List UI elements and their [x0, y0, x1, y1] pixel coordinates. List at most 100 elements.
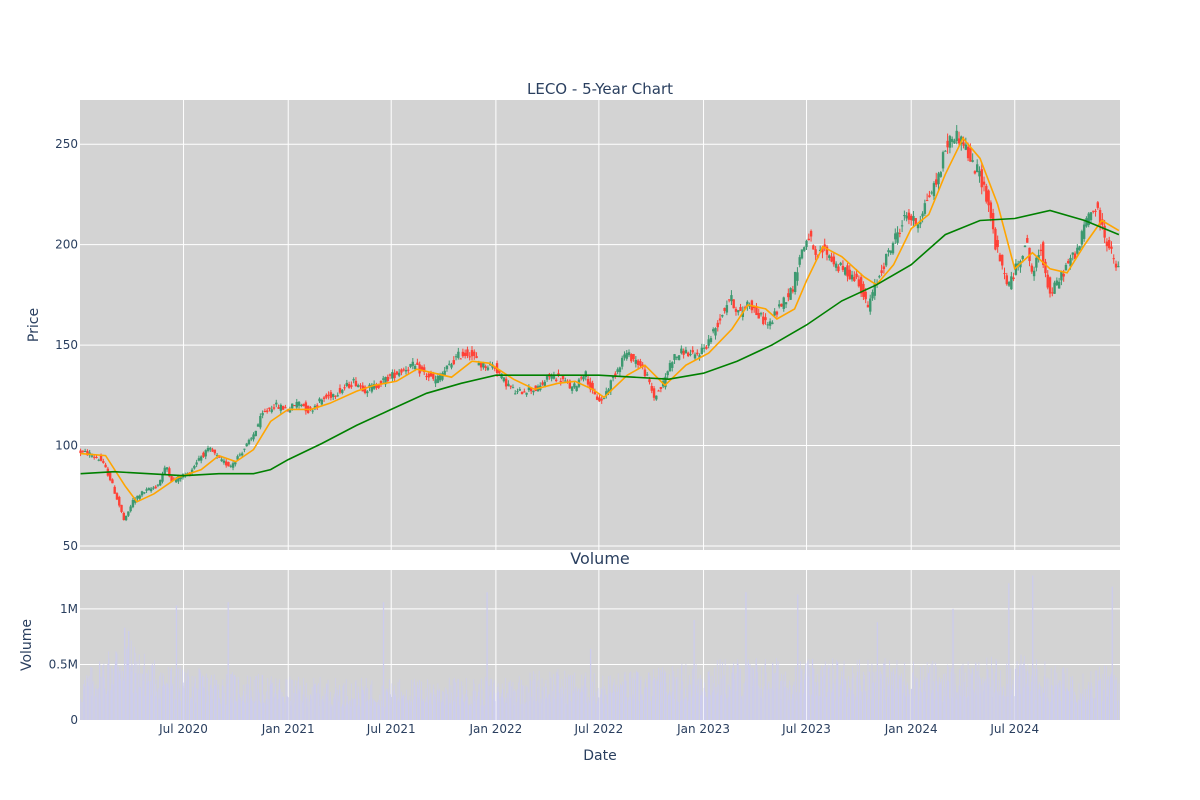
volume-bar [566, 677, 567, 720]
volume-bar [915, 682, 917, 720]
candle-down [739, 307, 742, 311]
volume-bar [691, 696, 693, 720]
x-tick-label: Jul 2022 [573, 722, 623, 736]
candle-down [347, 384, 351, 388]
volume-bar [657, 680, 658, 720]
volume-bar [658, 667, 659, 720]
volume-bar [783, 674, 785, 720]
volume-bar [438, 690, 440, 720]
volume-bar [785, 686, 787, 720]
volume-bar [1051, 685, 1053, 720]
volume-bar [845, 680, 847, 720]
volume-bar [645, 678, 646, 720]
volume-bar [855, 700, 856, 720]
candle-up [616, 369, 619, 373]
volume-bar [170, 670, 171, 720]
volume-bar [220, 703, 221, 720]
volume-bar [1014, 669, 1016, 720]
volume-bar [382, 706, 384, 720]
candle-down [853, 276, 856, 281]
candle-up [152, 487, 155, 489]
volume-bar [464, 701, 466, 720]
volume-bar [516, 701, 518, 720]
volume-bar [488, 685, 490, 720]
volume-bar [697, 679, 699, 720]
volume-bar [262, 674, 263, 720]
volume-bar [339, 690, 341, 720]
volume-bar [301, 700, 303, 720]
volume-bar [337, 695, 339, 720]
volume-bar [155, 696, 157, 720]
volume-bar [871, 663, 873, 720]
volume-bar [637, 672, 638, 720]
candle-up [247, 439, 251, 445]
volume-bar [1083, 697, 1084, 720]
volume-bar [102, 670, 104, 720]
volume-bar [1034, 700, 1036, 720]
volume-bar [1072, 680, 1074, 720]
volume-bar [309, 701, 311, 720]
volume-bar [254, 703, 256, 720]
x-tick-label: Jul 2024 [989, 722, 1039, 736]
volume-bar [1059, 680, 1061, 720]
candle-up [844, 267, 847, 275]
candle-down [427, 373, 430, 378]
volume-bar [561, 678, 563, 720]
volume-bar [562, 686, 563, 720]
volume-bar [346, 702, 348, 720]
volume-bar [183, 688, 185, 720]
volume-bar [1100, 678, 1102, 720]
volume-bar [694, 620, 695, 720]
volume-bar [321, 699, 323, 720]
candle-up [236, 456, 239, 460]
candle-up [1023, 245, 1027, 248]
volume-bar [888, 683, 890, 720]
candle-down [325, 394, 328, 398]
volume-bar [998, 680, 1000, 720]
volume-bar [319, 706, 320, 720]
volume-bar [550, 677, 552, 720]
volume-bar [963, 681, 965, 720]
candle-down [268, 407, 271, 410]
volume-bar [477, 691, 479, 720]
volume-bar [389, 704, 391, 720]
volume-bar [967, 661, 969, 720]
candle-down [277, 407, 280, 409]
volume-bar [617, 673, 619, 720]
volume-bar [972, 689, 974, 720]
volume-bar [307, 706, 308, 720]
volume-bar [843, 666, 844, 720]
volume-bar [990, 687, 992, 720]
volume-bar [955, 684, 956, 720]
volume-bar [279, 679, 281, 720]
volume-bar [230, 674, 232, 720]
candle-down [379, 380, 383, 385]
volume-bar [928, 673, 930, 720]
volume-bar [1035, 676, 1037, 720]
price-y-tick-label: 100 [55, 439, 78, 453]
volume-bar [938, 684, 940, 720]
volume-bar [1019, 664, 1021, 720]
volume-bar [1024, 656, 1025, 720]
candle-up [174, 479, 178, 483]
candle-down [914, 218, 917, 226]
volume-bar [386, 691, 388, 720]
volume-bar [971, 667, 973, 720]
volume-bar [598, 697, 600, 720]
candle-down [1110, 246, 1113, 249]
volume-bar [509, 683, 510, 720]
candle-up [850, 274, 854, 280]
volume-bar [337, 689, 339, 720]
volume-bar [1022, 665, 1024, 720]
volume-bar [585, 672, 587, 720]
volume-bar [714, 667, 715, 720]
volume-bar [900, 676, 902, 720]
volume-bar [853, 694, 855, 720]
candle-up [1060, 271, 1063, 281]
volume-bar [908, 688, 909, 720]
volume-bar [600, 694, 601, 720]
volume-bar [286, 695, 287, 720]
volume-bar [433, 688, 435, 720]
volume-bar [409, 700, 410, 720]
